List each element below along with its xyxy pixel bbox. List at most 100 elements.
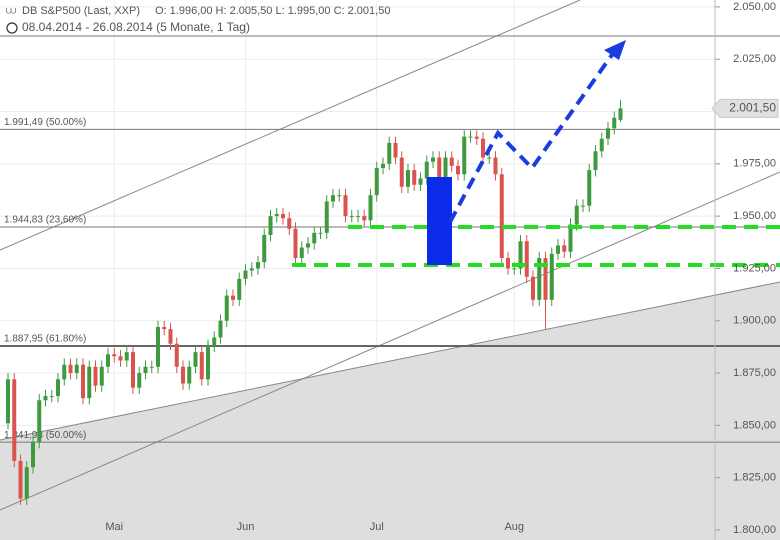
y-tick-label: 1.825,00 [733,472,776,484]
candle-body [56,379,60,397]
candle-body [618,108,623,120]
candle-body [262,234,267,263]
candle-body [287,218,292,229]
candle-body [343,195,348,217]
candle-body [156,327,160,367]
candle-body [293,228,298,258]
candle-body [493,157,498,175]
candle-body [349,216,354,218]
level-label: 1.944,83 (23.60%) [4,215,86,226]
y-tick-label: 1.925,00 [733,262,776,274]
candle-body [24,467,29,499]
candle-body [362,216,367,221]
trend-line [0,281,780,441]
candle-body [99,366,104,386]
level-label: 1.887,95 (61.80%) [4,334,86,345]
candle-body [381,163,385,169]
candle-body [31,442,35,468]
y-tick-label: 2.050,00 [733,1,776,13]
candle-body [268,216,273,235]
candle-body [368,195,373,221]
candle-body [387,142,392,164]
candle-body [62,364,67,380]
candle-body [274,214,279,217]
level-label: 1.991,49 (50.00%) [4,117,86,128]
candle-body [331,195,335,202]
candle-body [43,396,48,401]
arrow-head [604,40,626,60]
clock-icon [6,22,18,34]
candle-body [193,352,198,367]
candle-body [531,276,535,300]
candle-body [312,232,317,244]
candle-body [481,138,485,158]
forecast-arrow [448,50,616,223]
candle-body [187,366,192,384]
channel-line [0,0,581,251]
y-tick-label: 2.025,00 [733,53,776,65]
candle-body [449,157,454,166]
candle-body [218,320,223,338]
candle-body [87,366,92,399]
candle-body [12,379,17,461]
candle-body [168,329,173,344]
candle-body [606,128,610,139]
subtitle: 08.04.2014 - 26.08.2014 (5 Monate, 1 Tag… [22,20,250,34]
candle-body [431,157,435,162]
price-badge [711,98,779,118]
x-tick-label: Mai [105,521,123,533]
candle-body [412,170,417,185]
chart-title: DB S&P500 (Last, XXP) [22,5,140,17]
candle-body [512,268,517,270]
candle-body [456,165,460,175]
candle-body [499,174,504,258]
candle-body [137,373,142,388]
candle-body [337,195,342,197]
candle-body [612,117,617,129]
candle-body [406,170,410,187]
candle-body [237,278,242,300]
candle-body [374,168,379,196]
candle-body [399,157,404,187]
candle-body [199,352,204,380]
candle-body [543,257,548,300]
candle-body [356,216,360,218]
candle-body [74,364,79,374]
y-tick-label: 1.950,00 [733,210,776,222]
y-tick-label: 1.975,00 [733,158,776,170]
price-badge-label: 2.001,50 [729,101,776,115]
candle-body [118,356,123,361]
icon: ⩊ [6,6,16,17]
candle-body [518,241,523,269]
candle-body [581,205,585,207]
candle-body [537,257,542,300]
candle-body [162,327,167,330]
candle-body [224,295,229,321]
candle-body [318,232,323,234]
candle-body [212,337,217,346]
level-label: 1.841,98 (50.00%) [4,430,86,441]
candle-body [81,364,85,399]
candle-body [181,366,185,384]
candle-body [574,205,579,225]
candle-body [568,224,573,252]
candle-body [49,396,54,398]
quote: O: 1.996,00 H: 2.005,50 L: 1.995,00 C: 2… [155,5,390,17]
candle-body [174,343,179,367]
y-tick-label: 1.875,00 [733,367,776,379]
candle-body [593,151,598,171]
candle-body [112,354,117,357]
candle-body [131,352,135,388]
y-tick-label: 1.850,00 [733,419,776,431]
candle-body [524,241,529,277]
candle-body [256,262,260,269]
y-axis: 1.800,00 1.825,00 1.850,00 1.875,00 1.900,00… [105,0,779,540]
candle-body [6,379,10,424]
y-tick-label: 1.800,00 [733,524,776,536]
candle-body [68,364,73,374]
candle-body [281,214,285,219]
candle-body [487,157,492,159]
candle-body [299,247,304,258]
candle-body [418,178,423,185]
